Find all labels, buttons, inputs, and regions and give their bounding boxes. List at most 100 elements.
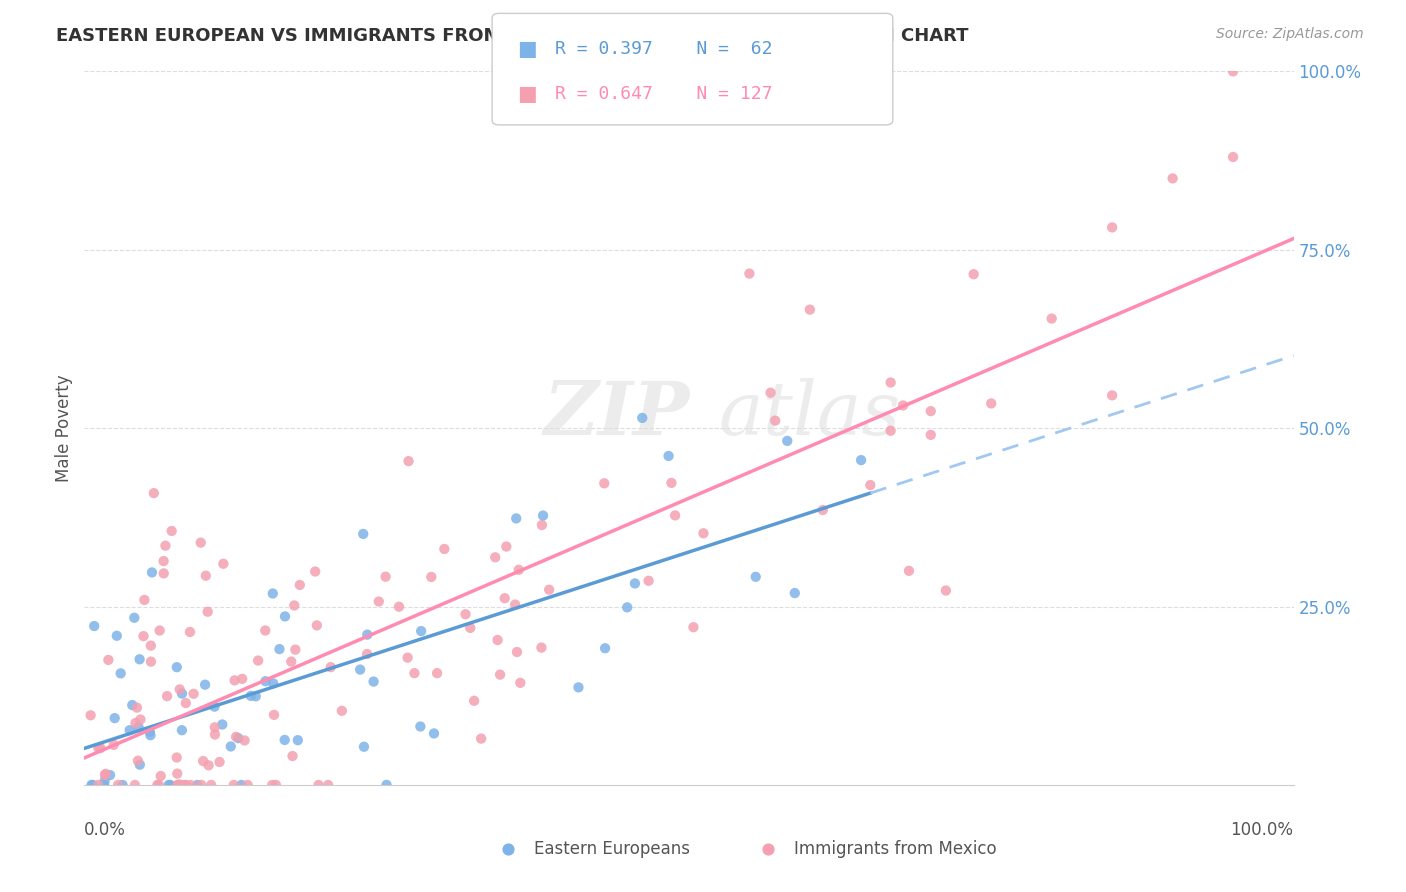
Point	[212, 557, 235, 571]
Point	[593, 641, 616, 656]
Point	[97, 653, 120, 667]
Point	[226, 731, 249, 746]
Point	[273, 733, 295, 747]
Point	[935, 583, 957, 598]
Point	[330, 704, 353, 718]
Point	[530, 640, 553, 655]
Point	[152, 554, 174, 568]
Point	[174, 778, 197, 792]
Point	[219, 739, 242, 754]
Point	[489, 667, 512, 681]
Point	[682, 620, 704, 634]
Point	[1222, 150, 1244, 164]
Point	[264, 778, 287, 792]
Point	[263, 707, 285, 722]
Point	[262, 586, 284, 600]
Point	[204, 720, 226, 734]
Point	[224, 673, 246, 688]
Point	[94, 768, 117, 782]
Point	[356, 627, 378, 641]
Point	[132, 629, 155, 643]
Point	[624, 576, 647, 591]
Point	[1161, 171, 1184, 186]
Point	[236, 778, 259, 792]
Point	[398, 454, 420, 468]
Point	[756, 842, 779, 856]
Point	[423, 726, 446, 740]
Point	[763, 414, 786, 428]
Point	[245, 690, 267, 704]
Point	[920, 428, 942, 442]
Point	[107, 778, 129, 792]
Text: atlas: atlas	[718, 377, 901, 450]
Point	[98, 768, 121, 782]
Point	[283, 599, 305, 613]
Point	[262, 778, 284, 792]
Point	[759, 385, 782, 400]
Point	[811, 503, 834, 517]
Point	[167, 778, 190, 792]
Point	[139, 639, 162, 653]
Point	[80, 778, 103, 792]
Point	[124, 611, 146, 625]
Point	[288, 578, 311, 592]
Point	[374, 570, 396, 584]
Point	[152, 566, 174, 581]
Point	[146, 778, 169, 792]
Point	[363, 674, 385, 689]
Text: R = 0.647    N = 127: R = 0.647 N = 127	[555, 85, 773, 103]
Point	[124, 778, 146, 792]
Point	[658, 449, 681, 463]
Point	[139, 655, 162, 669]
Point	[495, 540, 517, 554]
Point	[859, 478, 882, 492]
Point	[352, 527, 374, 541]
Point	[920, 404, 942, 418]
Point	[142, 486, 165, 500]
Point	[174, 696, 197, 710]
Point	[149, 624, 172, 638]
Point	[156, 689, 179, 703]
Point	[194, 678, 217, 692]
Point	[316, 778, 339, 792]
Text: Eastern Europeans: Eastern Europeans	[534, 840, 690, 858]
Point	[197, 605, 219, 619]
Point	[83, 619, 105, 633]
Point	[783, 586, 806, 600]
Point	[82, 778, 104, 792]
Point	[93, 774, 115, 789]
Point	[349, 663, 371, 677]
Point	[505, 511, 527, 525]
Point	[738, 267, 761, 281]
Point	[166, 660, 188, 674]
Point	[190, 778, 212, 792]
Point	[204, 699, 226, 714]
Point	[127, 754, 149, 768]
Point	[458, 621, 481, 635]
Point	[304, 565, 326, 579]
Point	[79, 708, 101, 723]
Point	[93, 778, 115, 792]
Point	[744, 570, 766, 584]
Point	[166, 750, 188, 764]
Point	[496, 842, 519, 856]
Point	[463, 694, 485, 708]
Point	[149, 769, 172, 783]
Point	[128, 652, 150, 666]
Point	[129, 713, 152, 727]
Point	[799, 302, 821, 317]
Point	[692, 526, 714, 541]
Point	[980, 396, 1002, 410]
Point	[179, 625, 201, 640]
Point	[200, 778, 222, 792]
Point	[637, 574, 659, 588]
Point	[287, 733, 309, 747]
Point	[105, 629, 128, 643]
Text: ■: ■	[517, 39, 537, 59]
Point	[103, 738, 125, 752]
Point	[183, 687, 205, 701]
Point	[110, 666, 132, 681]
Point	[170, 687, 193, 701]
Point	[1222, 64, 1244, 78]
Point	[891, 399, 914, 413]
